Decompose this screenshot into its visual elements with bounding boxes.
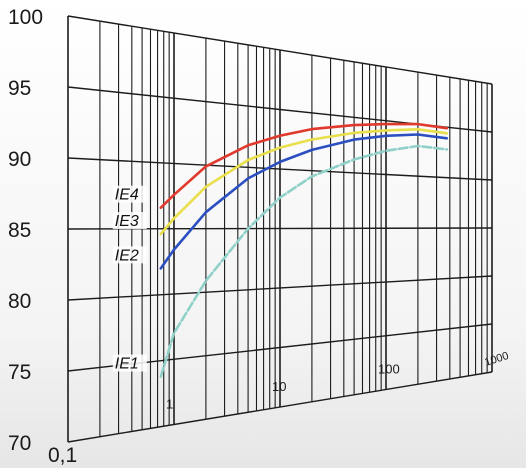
series-label-ie2: IE2 <box>115 247 139 264</box>
series-line-ie3 <box>159 128 449 236</box>
series-label-bg <box>112 212 147 230</box>
series-line-ie2 <box>159 133 449 270</box>
series-lines <box>159 122 449 378</box>
series-label-bg <box>112 246 147 264</box>
series-line-ie4 <box>159 122 449 209</box>
x-tick-label: 1 <box>166 397 173 412</box>
y-tick-labels: 70 75 80 85 90 95 100 <box>8 6 43 455</box>
y-tick-label: 75 <box>8 361 31 384</box>
x-tick-label: 0,1 <box>48 444 77 467</box>
y-tick-label: 85 <box>8 219 31 242</box>
y-tick-label: 70 <box>8 432 31 455</box>
grid-major-lines <box>67 15 493 443</box>
y-tick-label: 90 <box>8 148 31 171</box>
series-line-ie1 <box>159 144 449 378</box>
grid-line-y <box>67 157 493 181</box>
x-tick-label: 100 <box>378 362 400 377</box>
y-tick-label: 100 <box>8 6 43 29</box>
grid-line-y <box>67 275 493 301</box>
series-label-bg <box>112 354 147 372</box>
grid-line-y <box>67 15 493 85</box>
series-label-ie1: IE1 <box>115 356 139 373</box>
x-tick-label: 10 <box>272 379 286 394</box>
series-label-ie4: IE4 <box>115 187 139 204</box>
y-tick-label: 80 <box>8 290 31 313</box>
series-label-ie3: IE3 <box>115 213 139 230</box>
series-labels: IE4 IE3 IE2 IE1 <box>112 185 147 373</box>
series-label-bg <box>112 185 147 203</box>
y-tick-label: 95 <box>8 77 31 100</box>
grid-line-y <box>67 371 493 443</box>
